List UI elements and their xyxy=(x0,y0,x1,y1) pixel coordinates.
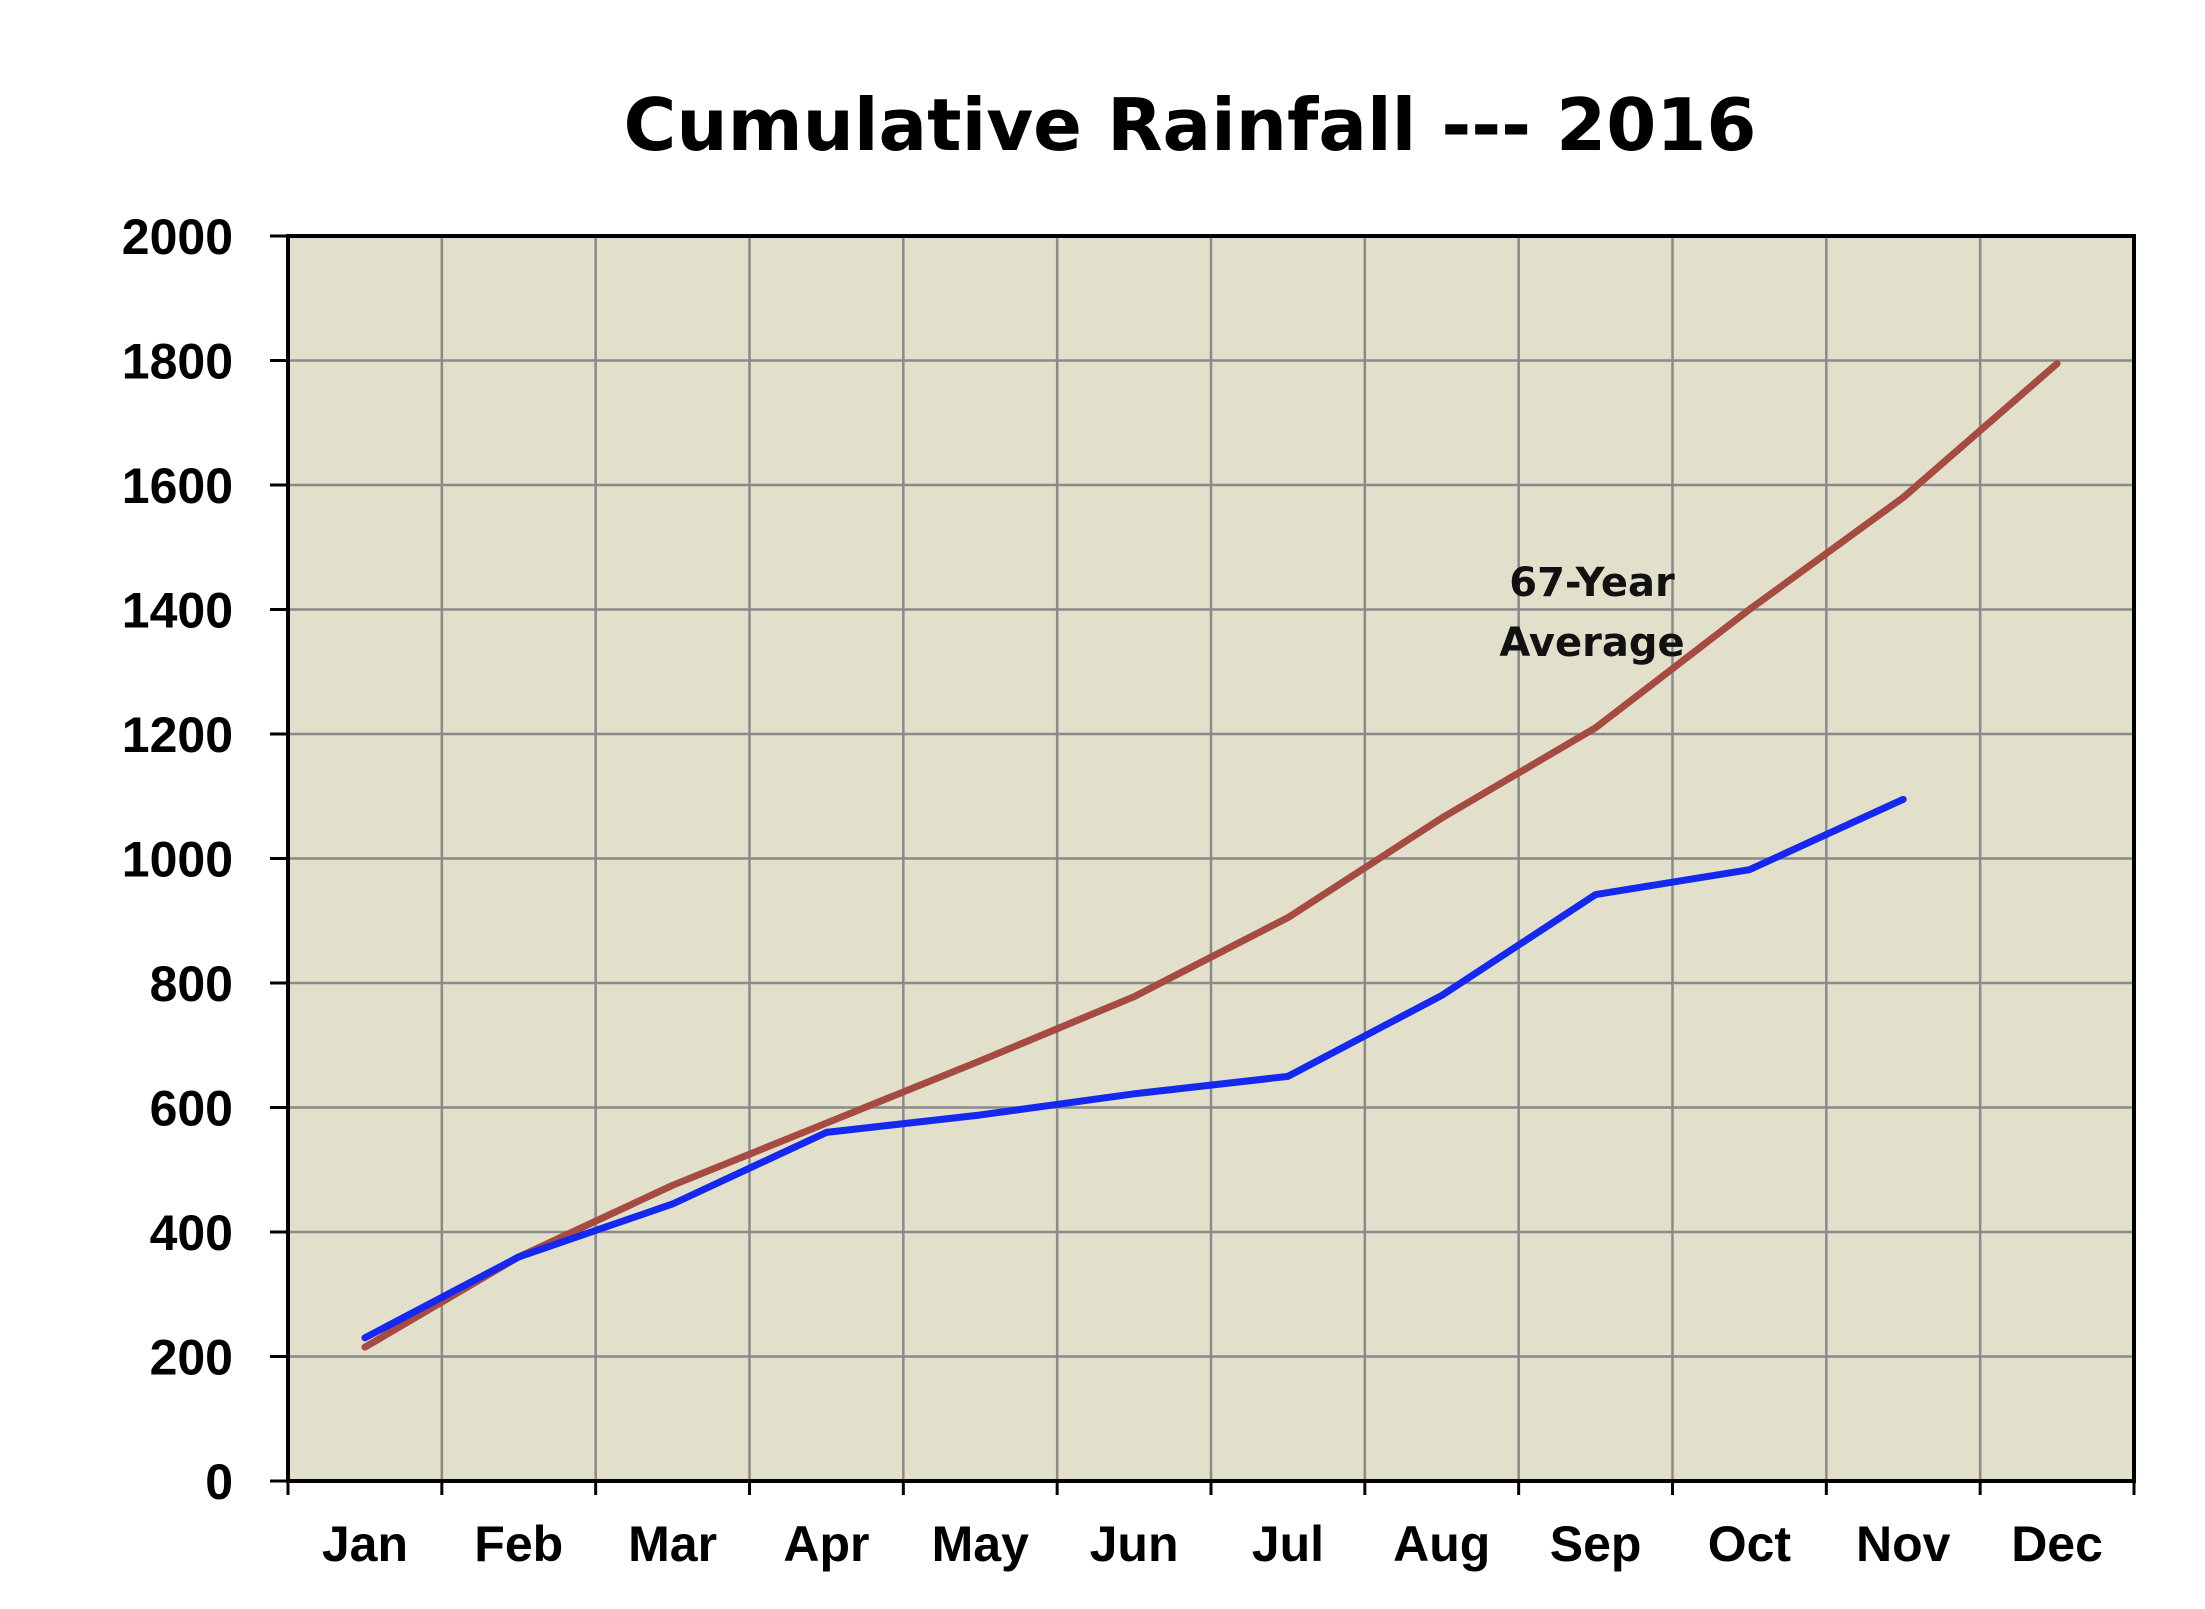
y-tick-label: 1600 xyxy=(122,458,233,514)
y-tick-label: 200 xyxy=(150,1330,233,1386)
x-tick-label: Aug xyxy=(1393,1516,1490,1572)
grid-lines xyxy=(288,236,2134,1481)
axes xyxy=(270,234,2136,1495)
y-axis-tick-labels: 0 200 400 600 800 1000 1200 1400 1600 1800 2000 xyxy=(122,209,233,1510)
y-tick-label: 1800 xyxy=(122,334,233,390)
annotation-line-1: 67-Year xyxy=(1509,560,1675,606)
x-tick-label: Feb xyxy=(474,1516,563,1572)
x-axis-tick-labels: Jan Feb Mar Apr May Jun Jul Aug Sep Oct Nov Dec xyxy=(322,1516,2103,1572)
x-tick-label: May xyxy=(932,1516,1029,1572)
y-tick-label: 800 xyxy=(150,956,233,1012)
chart-title: Cumulative Rainfall --- 2016 xyxy=(624,83,1757,167)
y-tick-label: 1400 xyxy=(122,583,233,639)
x-tick-label: Sep xyxy=(1550,1516,1642,1572)
x-tick-label: Dec xyxy=(2011,1516,2103,1572)
x-tick-label: Apr xyxy=(783,1516,869,1572)
plot-border xyxy=(286,234,2136,1483)
y-tick-label: 1200 xyxy=(122,707,233,763)
y-tick-label: 1000 xyxy=(122,832,233,888)
y-tick-label: 0 xyxy=(205,1454,233,1510)
x-tick-label: Mar xyxy=(628,1516,717,1572)
y-tick-label: 600 xyxy=(150,1081,233,1137)
y-tick-label: 400 xyxy=(150,1205,233,1261)
series-lines xyxy=(361,360,2061,1351)
annotation-line-2: Average xyxy=(1499,620,1684,666)
x-tick-label: Oct xyxy=(1708,1516,1792,1572)
y-tick-label: 2000 xyxy=(122,209,233,265)
series-line-67-year-average xyxy=(361,360,2061,1351)
x-tick-label: Jun xyxy=(1090,1516,1179,1572)
x-tick-label: Nov xyxy=(1856,1516,1951,1572)
x-tick-label: Jul xyxy=(1252,1516,1324,1572)
x-tick-label: Jan xyxy=(322,1516,408,1572)
average-annotation: 67-Year Average xyxy=(1499,560,1684,666)
